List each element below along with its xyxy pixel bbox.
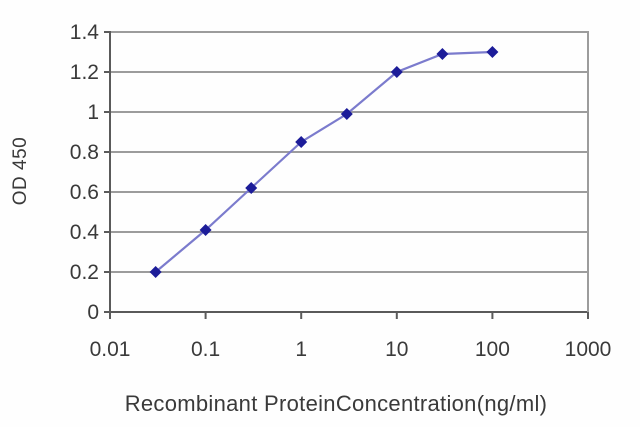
x-tick-label: 100 (475, 338, 510, 361)
y-tick-label: 1.2 (70, 61, 99, 84)
y-axis-ticks (104, 31, 110, 313)
axis-lines (109, 31, 589, 313)
data-point-markers (149, 46, 499, 278)
data-point-marker (486, 46, 499, 58)
y-axis-tick-labels: 0 0.2 0.4 0.6 0.8 1 1.2 1.4 (70, 21, 100, 324)
y-tick-label: 0.8 (70, 141, 99, 164)
x-tick-label: 1 (295, 338, 307, 361)
y-tick-label: 0.2 (70, 261, 99, 284)
y-axis-title: OD 450 (10, 136, 31, 206)
data-series-line (154, 50, 493, 273)
y-tick-label: 0.4 (70, 221, 100, 244)
y-tick-label: 0.6 (70, 181, 99, 204)
x-axis-tick-labels: 0.01 0.1 1 10 100 1000 (90, 338, 612, 361)
data-point-marker (199, 224, 212, 236)
data-point-marker (436, 48, 449, 60)
y-tick-label: 1 (87, 101, 99, 124)
data-point-marker (295, 136, 308, 148)
x-tick-label: 1000 (565, 338, 612, 361)
x-tick-label: 0.01 (90, 338, 131, 361)
y-tick-label: 0 (87, 301, 99, 324)
x-tick-label: 0.1 (191, 338, 220, 361)
data-point-marker (245, 182, 258, 194)
data-point-marker (390, 66, 403, 78)
x-tick-label: 10 (385, 338, 408, 361)
y-tick-label: 1.4 (70, 21, 100, 44)
data-point-marker (149, 266, 162, 278)
data-point-marker (340, 108, 353, 120)
x-axis-title: Recombinant ProteinConcentration(ng/ml) (124, 391, 548, 416)
x-axis-ticks (109, 312, 589, 319)
gridlines (110, 31, 588, 313)
